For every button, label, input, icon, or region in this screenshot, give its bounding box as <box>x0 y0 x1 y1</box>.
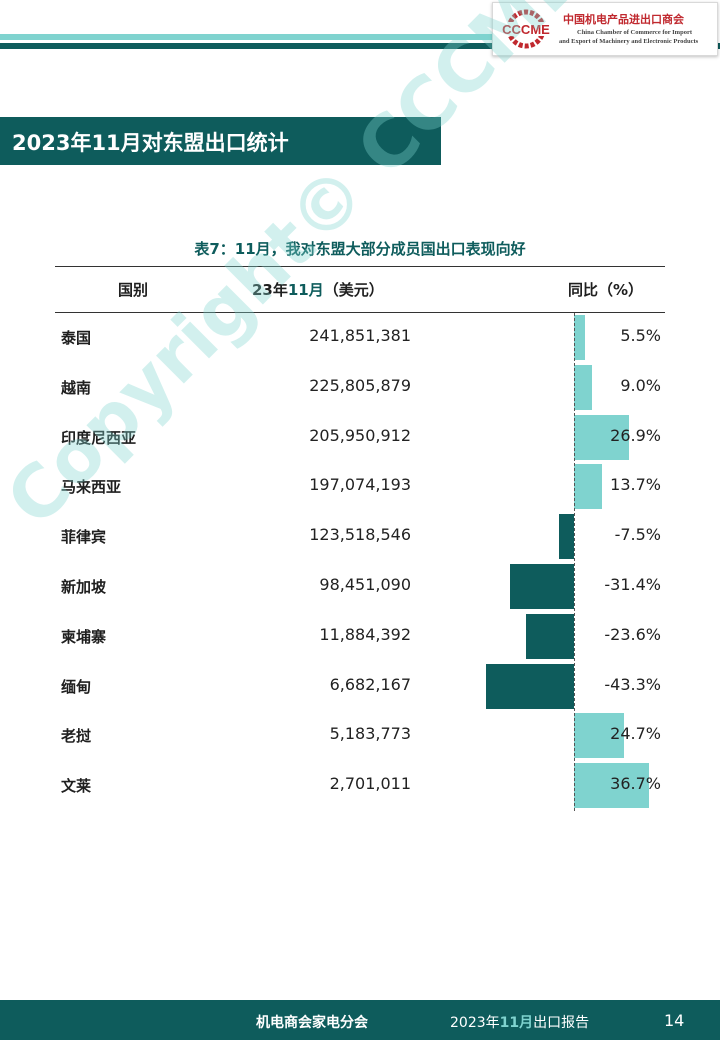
yoy-value: -43.3% <box>604 674 661 694</box>
table-row: 越南 225,805,879 9.0% <box>55 363 665 411</box>
footer-bar: 机电商会家电分会 2023年11月出口报告 14 <box>0 1000 720 1040</box>
yoy-value: 26.9% <box>610 425 661 445</box>
yoy-bar <box>558 514 574 560</box>
table-row: 泰国 241,851,381 5.5% <box>55 313 665 361</box>
export-value: 6,682,167 <box>329 674 411 694</box>
export-value: 197,074,193 <box>309 475 411 495</box>
yoy-bar <box>574 315 586 360</box>
export-value: 5,183,773 <box>329 724 411 744</box>
logo-name-en-line1: China Chamber of Commerce for Import <box>577 29 692 36</box>
yoy-value: -23.6% <box>604 624 661 644</box>
country-name: 柬埔寨 <box>61 627 107 646</box>
yoy-value: -7.5% <box>614 525 661 545</box>
table-row: 文莱 2,701,011 36.7% <box>55 761 665 809</box>
yoy-value: -31.4% <box>604 575 661 594</box>
export-value: 98,451,090 <box>319 575 411 594</box>
header-bar <box>0 43 720 49</box>
table-row: 缅甸 6,682,167 -43.3% <box>55 662 665 710</box>
header-country: 国别 <box>118 281 149 299</box>
yoy-bar <box>574 464 602 510</box>
table-top-rule <box>55 266 665 267</box>
header-yoy: 同比（%） <box>568 281 644 299</box>
logo-name-en-line2: and Export of Machinery and Electronic P… <box>559 38 699 45</box>
yoy-value: 24.7% <box>610 724 661 744</box>
table-row: 老挝 5,183,773 24.7% <box>55 711 665 759</box>
table-header-rule <box>55 312 665 313</box>
yoy-bar <box>510 564 574 609</box>
table-row: 新加坡 98,451,090 -31.4% <box>55 562 665 610</box>
cccme-logo: CCCME 中国机电产品进出口商会 China Chamber of Comme… <box>492 2 718 56</box>
table-row: 印度尼西亚 205,950,912 26.9% <box>55 413 665 461</box>
svg-text:CCCME: CCCME <box>502 22 550 37</box>
yoy-bar <box>574 763 649 809</box>
yoy-bar <box>486 663 574 709</box>
country-name: 缅甸 <box>61 677 92 696</box>
country-name: 菲律宾 <box>61 528 107 547</box>
logo-name-cn: 中国机电产品进出口商会 <box>563 13 684 26</box>
yoy-bar <box>574 414 629 460</box>
yoy-value: 9.0% <box>620 375 661 395</box>
country-name: 马来西亚 <box>61 478 122 497</box>
country-name: 泰国 <box>61 329 92 347</box>
footer-report-title: 2023年11月出口报告 <box>450 1015 590 1031</box>
page-number: 14 <box>664 1011 685 1030</box>
country-name: 老挝 <box>61 727 92 746</box>
header-accent-bar <box>0 34 500 40</box>
table-row: 菲律宾 123,518,546 -7.5% <box>55 512 665 560</box>
page-title: 2023年11月对东盟出口统计 <box>12 131 289 155</box>
export-value: 11,884,392 <box>319 624 411 644</box>
table-caption: 表7：11月，我对东盟大部分成员国出口表现向好 <box>194 240 526 258</box>
yoy-value: 5.5% <box>620 326 661 345</box>
country-name: 新加坡 <box>61 578 107 596</box>
footer-org: 机电商会家电分会 <box>256 1015 368 1031</box>
table-row: 马来西亚 197,074,193 13.7% <box>55 462 665 510</box>
bar-zero-axis <box>574 313 575 811</box>
cccme-emblem-icon: CCCME <box>497 9 555 49</box>
export-value: 225,805,879 <box>309 375 411 395</box>
page-title-band: 2023年11月对东盟出口统计 <box>0 117 441 165</box>
yoy-bar <box>574 364 593 410</box>
yoy-value: 13.7% <box>610 475 661 495</box>
export-value: 123,518,546 <box>309 525 411 545</box>
header-value: 23年11月（美元） <box>252 281 384 299</box>
export-value: 2,701,011 <box>329 774 411 794</box>
export-value: 241,851,381 <box>309 326 411 345</box>
country-name: 越南 <box>61 378 92 397</box>
country-name: 印度尼西亚 <box>61 428 137 447</box>
country-name: 文莱 <box>61 777 92 796</box>
yoy-value: 36.7% <box>610 774 661 794</box>
yoy-bar <box>574 713 625 759</box>
export-value: 205,950,912 <box>309 425 411 445</box>
table-row: 柬埔寨 11,884,392 -23.6% <box>55 612 665 660</box>
yoy-bar <box>526 613 574 659</box>
